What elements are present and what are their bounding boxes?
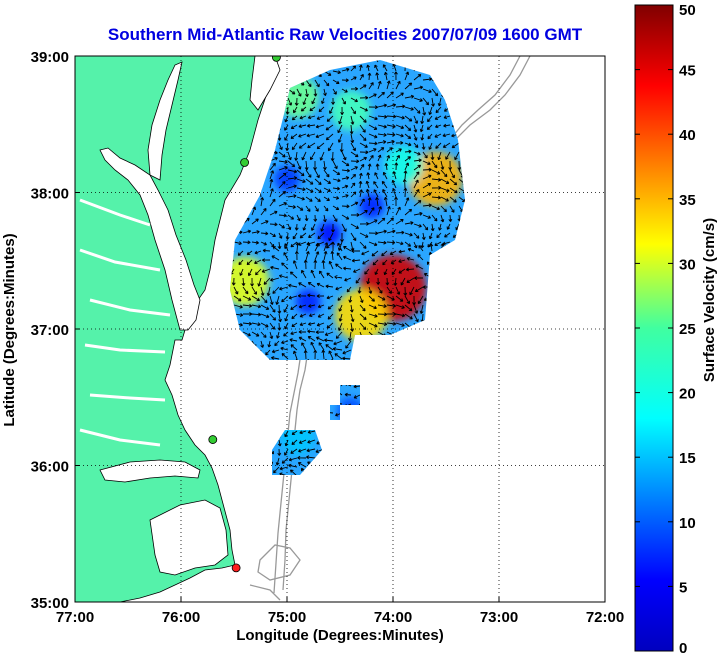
isobath-contour-3 [249, 544, 301, 601]
pamlico-sound [149, 499, 229, 576]
colorbar-label: Surface Velocity (cm/s) [701, 218, 718, 382]
x-tick-label: 75:00 [268, 609, 306, 626]
station-marker [231, 563, 241, 573]
x-tick-label: 76:00 [162, 609, 200, 626]
x-tick-label: 74:00 [374, 609, 412, 626]
colorbar-tick-label: 35 [679, 192, 696, 209]
y-tick-label: 37:00 [31, 322, 69, 339]
colorbar-tick-label: 15 [679, 450, 696, 467]
chesapeake-upper [147, 61, 183, 181]
rivers [79, 198, 171, 447]
y-tick-label: 35:00 [31, 595, 69, 612]
colorbar-tick-label: 0 [679, 640, 687, 657]
velocity-hotspot [317, 221, 342, 246]
colorbar-tick-label: 50 [679, 2, 696, 19]
colorbar [634, 4, 674, 652]
y-tick-label: 36:00 [31, 459, 69, 476]
colorbar-tick-label: 45 [679, 63, 696, 80]
colorbar-tick-label: 20 [679, 386, 696, 403]
station-marker [240, 158, 250, 167]
station-marker [272, 56, 281, 62]
colorbar-tick-label: 25 [679, 321, 696, 338]
velocity-hotspot [295, 289, 321, 315]
velocity-hotspot [359, 193, 385, 219]
x-tick-label: 73:00 [480, 609, 518, 626]
chart-title: Southern Mid-Atlantic Raw Velocities 200… [108, 25, 583, 44]
colorbar-tick-label: 5 [679, 579, 687, 596]
chesapeake-bay [99, 147, 201, 331]
colorbar-tick-label: 10 [679, 515, 696, 532]
velocity-hotspot [274, 165, 300, 192]
y-axis-label: Latitude (Degrees:Minutes) [1, 233, 18, 426]
colorbar-tick-label: 30 [679, 256, 696, 273]
y-tick-label: 39:00 [31, 49, 69, 66]
colorbar-tick-label: 40 [679, 127, 696, 144]
grid-lines [75, 56, 605, 602]
station-marker [208, 435, 218, 444]
x-axis-label: Longitude (Degrees:Minutes) [236, 627, 444, 644]
x-tick-label: 72:00 [586, 609, 624, 626]
y-tick-label: 38:00 [31, 186, 69, 203]
velocity-hotspot [384, 146, 423, 185]
x-tick-label: 77:00 [56, 609, 94, 626]
